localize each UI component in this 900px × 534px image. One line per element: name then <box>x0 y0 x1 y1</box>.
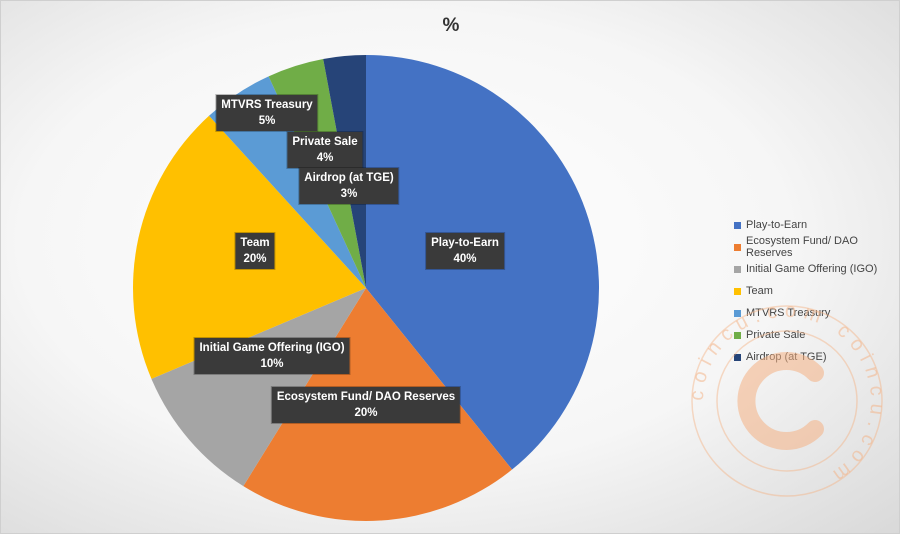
legend-item-private-sale: Private Sale <box>734 324 899 346</box>
data-label-team: Team 20% <box>235 233 275 269</box>
data-label-category: Private Sale <box>292 136 358 148</box>
legend-item-team: Team <box>734 280 899 302</box>
data-label-ecosystem-fund-dao-reserves: Ecosystem Fund/ DAO Reserves 20% <box>271 387 461 423</box>
chart-title: % <box>442 15 460 36</box>
data-label-value: 3% <box>340 188 358 200</box>
legend-item-play-to-earn: Play-to-Earn <box>734 214 899 236</box>
data-label-initial-game-offering-igo: Initial Game Offering (IGO) 10% <box>194 338 350 374</box>
legend-swatch <box>734 265 741 273</box>
legend-item-mtvrs-treasury: MTVRS Treasury <box>734 302 899 324</box>
legend-swatch <box>734 353 741 361</box>
legend-swatch <box>734 331 741 339</box>
legend-label: Initial Game Offering (IGO) <box>746 263 878 275</box>
watermark-inner-ring <box>716 330 858 472</box>
data-label-value: 20% <box>243 253 267 265</box>
legend-item-initial-game-offering-igo: Initial Game Offering (IGO) <box>734 258 899 280</box>
data-label-value: 20% <box>354 407 378 419</box>
data-label-value: 40% <box>453 253 477 265</box>
legend-swatch <box>734 221 741 229</box>
legend-item-ecosystem-fund-dao-reserves: Ecosystem Fund/ DAO Reserves <box>734 235 899 259</box>
data-label-category: Initial Game Offering (IGO) <box>199 342 345 354</box>
data-label-value: 10% <box>260 358 284 370</box>
legend-label: Ecosystem Fund/ DAO Reserves <box>746 235 858 259</box>
coincu-watermark: coincu.com coincu.com <box>687 301 883 497</box>
data-label-value: 5% <box>258 115 276 127</box>
data-label-play-to-earn: Play-to-Earn 40% <box>426 233 504 269</box>
pie-slice-initial-game-offering-igo <box>151 288 366 487</box>
legend: Play-to-Earn Ecosystem Fund/ DAO Reserves… <box>734 214 899 368</box>
data-label-category: Airdrop (at TGE) <box>304 172 394 184</box>
watermark-ring <box>691 305 883 497</box>
legend-label: Team <box>746 285 773 297</box>
legend-label: Play-to-Earn <box>746 219 808 231</box>
watermark-c-letter <box>737 352 824 450</box>
data-label-mtvrs-treasury: MTVRS Treasury 5% <box>216 95 318 131</box>
data-label-category: Play-to-Earn <box>431 237 499 249</box>
data-label-category: Ecosystem Fund/ DAO Reserves <box>276 391 456 403</box>
legend-swatch <box>734 287 741 295</box>
data-label-private-sale: Private Sale 4% <box>287 132 363 168</box>
legend-label: Private Sale <box>746 329 806 341</box>
legend-swatch <box>734 309 741 317</box>
data-label-airdrop-at-tge: Airdrop (at TGE) 3% <box>299 168 399 204</box>
data-label-category: MTVRS Treasury <box>221 99 313 111</box>
legend-label: MTVRS Treasury <box>746 307 831 319</box>
data-label-value: 4% <box>316 152 334 164</box>
legend-swatch <box>734 243 741 251</box>
data-label-category: Team <box>240 237 270 249</box>
